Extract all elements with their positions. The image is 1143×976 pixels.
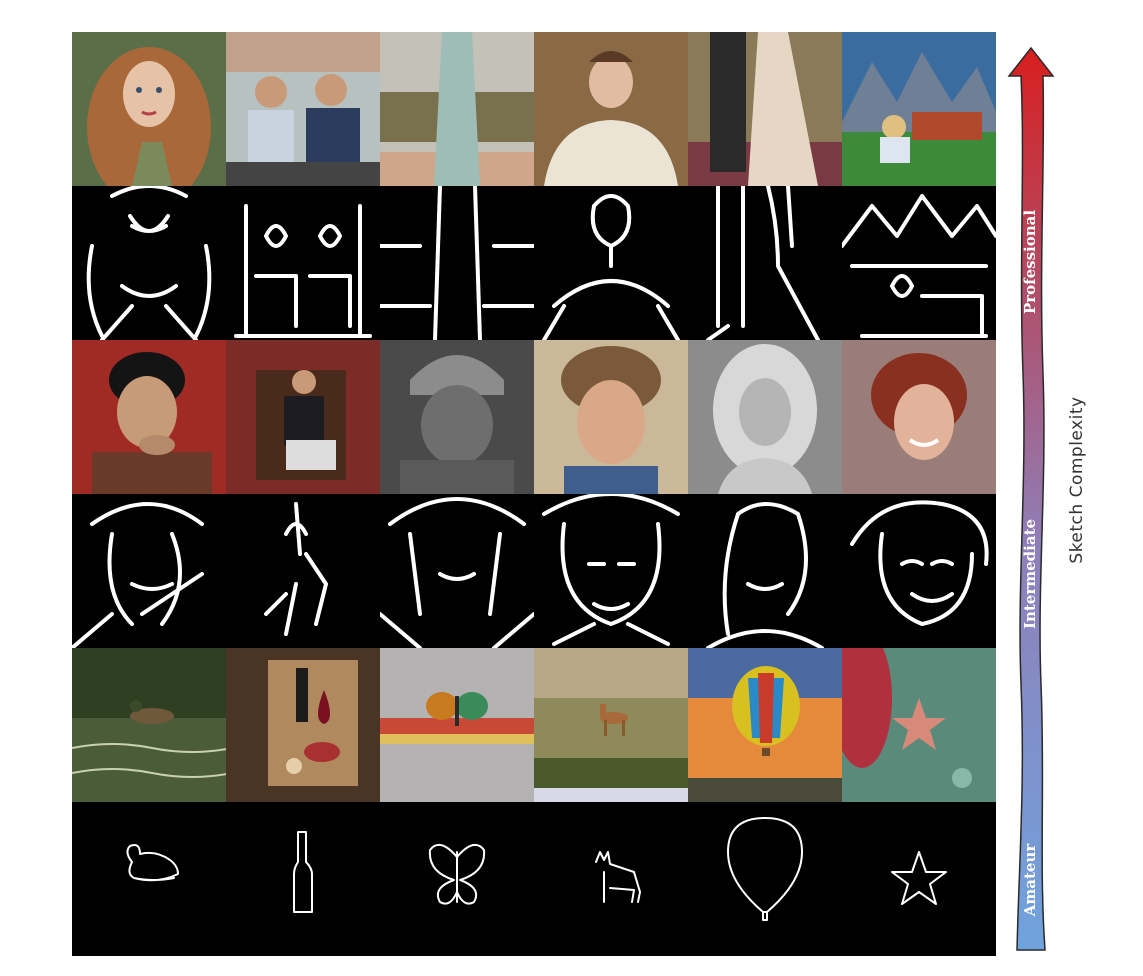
starfish-on-reef-photo <box>842 648 996 802</box>
girl-sketch <box>72 186 226 340</box>
seated-man-sketch <box>226 494 380 648</box>
girl-with-auburn-curls-photo <box>72 32 226 186</box>
level-intermediate-label: Intermediate <box>1021 518 1039 630</box>
curly-haired-man-photo <box>534 340 688 494</box>
old-man-sketch <box>380 494 534 648</box>
duck-sketch <box>72 802 226 956</box>
level-professional-label: Professional <box>1021 209 1039 315</box>
starfish-sketch <box>842 802 996 956</box>
axis-label: Sketch Complexity <box>1067 396 1087 564</box>
duck-on-water-photo <box>72 648 226 802</box>
painted-lady-in-white-dress-photo <box>534 32 688 186</box>
red-haired-woman-sketch <box>842 494 996 648</box>
bottle-sketch <box>226 802 380 956</box>
deer-sketch <box>534 802 688 956</box>
man-hand-sketch <box>72 494 226 648</box>
curly-man-sketch <box>534 494 688 648</box>
butterfly-photo <box>380 648 534 802</box>
red-haired-woman-smiling-photo <box>842 340 996 494</box>
blonde-woman-grayscale-photo <box>688 340 842 494</box>
painting-woman-facing-mountains-photo <box>842 32 996 186</box>
mountain-scene-sketch <box>842 186 996 340</box>
butterfly-sketch <box>380 802 534 956</box>
two-men-sketch <box>226 186 380 340</box>
deer-in-grassland-photo <box>534 648 688 802</box>
seated-bearded-man-photo <box>226 340 380 494</box>
man-dark-hair-red-bg-photo <box>72 340 226 494</box>
couple-on-red-carpet-photo <box>688 32 842 186</box>
woman-in-pale-gown-photo <box>380 32 534 186</box>
wine-bottle-and-glass-photo <box>226 648 380 802</box>
hot-air-balloon-photo <box>688 648 842 802</box>
lady-sketch <box>534 186 688 340</box>
old-man-knit-cap-photo <box>380 340 534 494</box>
two-men-on-couch-photo <box>226 32 380 186</box>
couple-sketch <box>688 186 842 340</box>
balloon-sketch <box>688 802 842 956</box>
level-amateur-label: Amateur <box>1021 843 1039 917</box>
blonde-woman-sketch <box>688 494 842 648</box>
sketch-complexity-arrow <box>1007 46 1055 951</box>
gown-sketch <box>380 186 534 340</box>
image-grid <box>72 32 996 956</box>
